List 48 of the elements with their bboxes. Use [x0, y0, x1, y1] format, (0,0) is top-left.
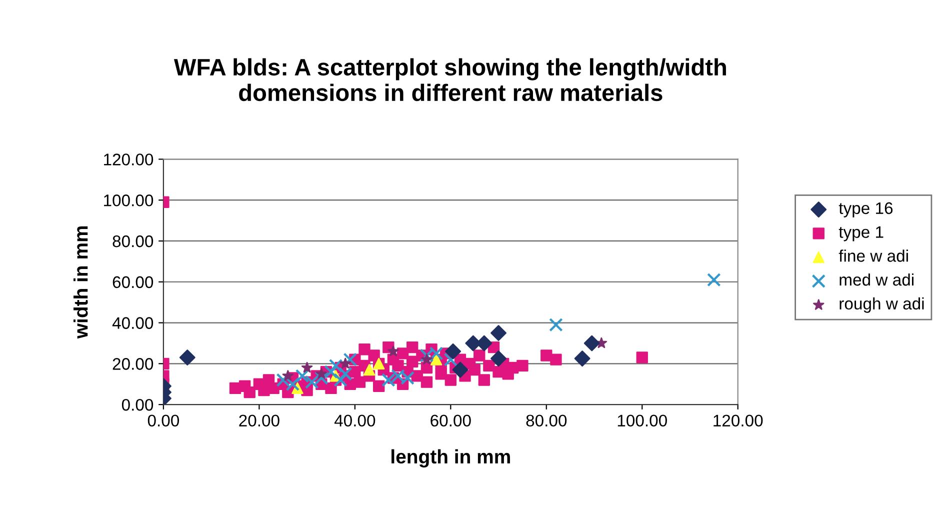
y-axis-title: width in mm: [74, 226, 88, 339]
y-tick-label: 120.00: [104, 154, 154, 166]
x-tick-label: 80.00: [526, 414, 567, 427]
point: [490, 325, 506, 341]
point: [574, 350, 590, 367]
point: [282, 370, 294, 381]
legend-label: type 1: [838, 226, 884, 242]
point: [388, 346, 399, 356]
chart-title: WFA blds: A scatterplot showing the length/width domensions in different raw materials: [174, 58, 726, 102]
point: [549, 318, 563, 332]
point: [707, 272, 721, 287]
legend-label: fine w adi: [838, 250, 908, 262]
x-tick-label: 60.00: [430, 414, 471, 427]
y-tick-label: 40.00: [112, 317, 154, 329]
y-tick-label: 0.00: [122, 398, 154, 411]
y-tick-label: 20.00: [112, 358, 154, 370]
legend-label: med w adi: [840, 273, 914, 286]
legend-label: type 16: [838, 202, 893, 218]
x-tick-label: 100.00: [618, 414, 667, 427]
x-axis-title: length in mm: [392, 449, 510, 468]
x-tick-label: 20.00: [239, 414, 280, 427]
point: [584, 335, 600, 352]
point: [445, 343, 462, 360]
x-tick-label: 120.00: [714, 414, 763, 427]
point: [179, 350, 196, 366]
point: [316, 368, 328, 379]
y-tick-label: 100.00: [104, 194, 154, 206]
point: [304, 375, 319, 389]
point: [301, 362, 313, 373]
x-tick-label: 0.00: [148, 414, 180, 427]
point: [421, 354, 432, 364]
point: [452, 362, 468, 378]
point: [490, 350, 506, 367]
point: [343, 352, 358, 366]
point: [276, 373, 290, 387]
point: [382, 373, 396, 387]
y-tick-label: 80.00: [112, 235, 154, 248]
point: [363, 364, 376, 376]
point: [340, 358, 351, 369]
y-tick-label: 60.00: [112, 276, 154, 288]
point: [286, 377, 300, 392]
x-tick-label: 40.00: [334, 414, 376, 427]
point: [295, 369, 310, 383]
point: [328, 358, 343, 373]
point: [314, 371, 328, 385]
point: [334, 373, 348, 387]
legend-label: rough w adi: [840, 297, 924, 313]
point: [444, 352, 458, 366]
